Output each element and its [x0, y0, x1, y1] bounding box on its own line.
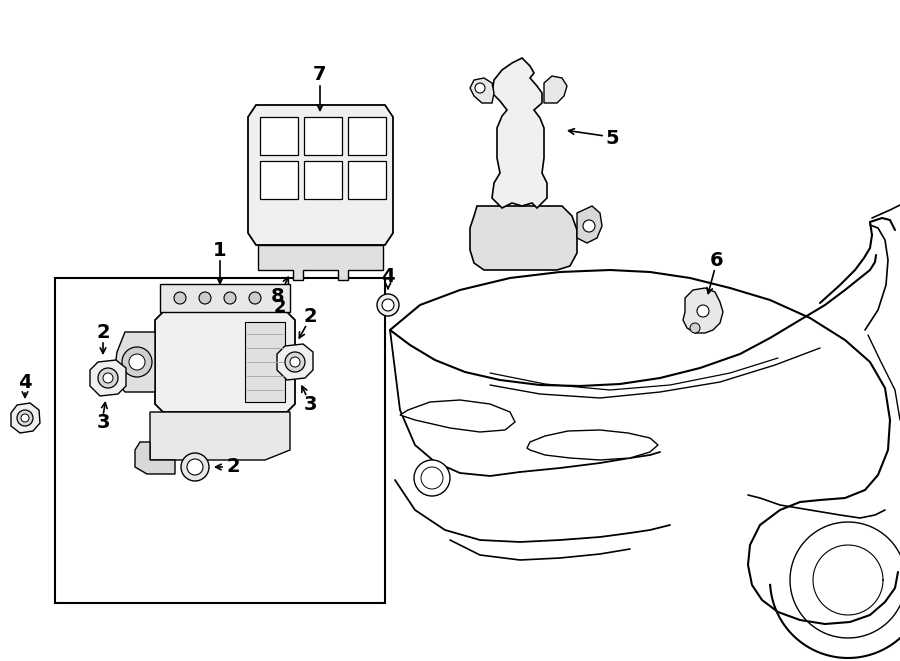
Bar	[260, 117, 298, 155]
Polygon shape	[470, 78, 494, 103]
Circle shape	[285, 352, 305, 372]
Bar	[304, 161, 342, 199]
Circle shape	[475, 83, 485, 93]
Circle shape	[382, 299, 394, 311]
Text: 6: 6	[710, 251, 724, 270]
Text: 2: 2	[303, 307, 317, 327]
Text: 4: 4	[382, 268, 395, 286]
Circle shape	[98, 368, 118, 388]
Circle shape	[290, 357, 300, 367]
Polygon shape	[115, 332, 155, 392]
Circle shape	[421, 467, 443, 489]
Circle shape	[17, 410, 33, 426]
Polygon shape	[577, 206, 602, 243]
Circle shape	[21, 414, 29, 422]
Circle shape	[249, 292, 261, 304]
Text: 3: 3	[303, 395, 317, 414]
Text: 2: 2	[274, 298, 286, 316]
Polygon shape	[150, 412, 290, 460]
Polygon shape	[470, 206, 577, 270]
Polygon shape	[245, 322, 285, 402]
Text: 1: 1	[213, 241, 227, 260]
Text: 4: 4	[18, 373, 32, 391]
Polygon shape	[544, 76, 567, 103]
Polygon shape	[11, 403, 40, 433]
Circle shape	[697, 305, 709, 317]
Polygon shape	[135, 442, 175, 474]
Circle shape	[122, 347, 152, 377]
Polygon shape	[683, 288, 723, 333]
Circle shape	[224, 292, 236, 304]
Bar	[348, 161, 386, 199]
Polygon shape	[155, 312, 295, 412]
Text: 8: 8	[271, 288, 284, 307]
Text: 5: 5	[605, 128, 619, 147]
Circle shape	[377, 294, 399, 316]
Polygon shape	[160, 284, 290, 312]
Text: 2: 2	[226, 457, 239, 477]
Bar	[348, 117, 386, 155]
Text: 3: 3	[96, 414, 110, 432]
Circle shape	[129, 354, 145, 370]
Polygon shape	[277, 344, 313, 380]
Polygon shape	[527, 430, 658, 460]
Text: 7: 7	[313, 65, 327, 85]
Circle shape	[199, 292, 211, 304]
Bar	[55, 278, 385, 603]
Circle shape	[690, 323, 700, 333]
Circle shape	[174, 292, 186, 304]
Polygon shape	[248, 105, 393, 245]
Circle shape	[103, 373, 113, 383]
Polygon shape	[90, 360, 126, 396]
Polygon shape	[258, 245, 383, 280]
Circle shape	[181, 453, 209, 481]
Circle shape	[583, 220, 595, 232]
Polygon shape	[400, 400, 515, 432]
Circle shape	[187, 459, 203, 475]
Text: 2: 2	[96, 323, 110, 342]
Polygon shape	[492, 58, 547, 208]
Bar	[260, 161, 298, 199]
Bar	[304, 117, 342, 155]
Circle shape	[414, 460, 450, 496]
